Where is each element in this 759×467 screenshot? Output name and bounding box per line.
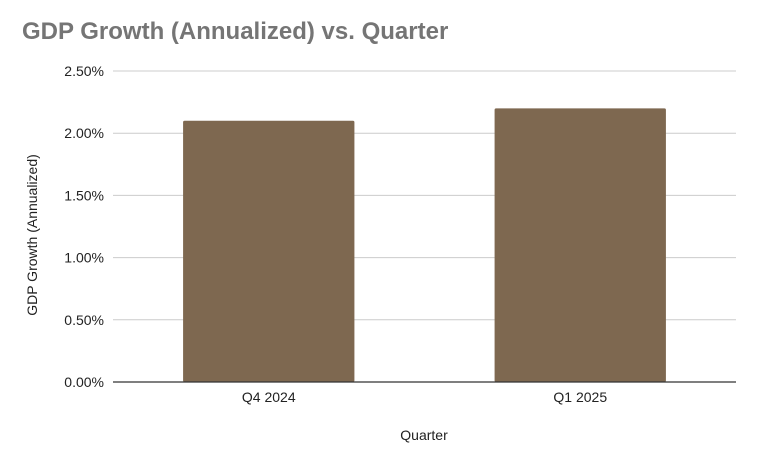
- axes: 0.00% 0.50% 1.00% 1.50% 2.00% 2.50% Q4 2024 Q1 …: [64, 63, 736, 405]
- y-tick-label: 0.50%: [64, 312, 104, 328]
- y-tick-label: 2.50%: [64, 63, 104, 79]
- y-tick-label: 2.00%: [64, 125, 104, 141]
- bars: [183, 108, 666, 382]
- y-axis-title: GDP Growth (Annualized): [24, 154, 40, 316]
- x-axis-title: Quarter: [400, 427, 448, 443]
- chart-title: GDP Growth (Annualized) vs. Quarter: [22, 18, 449, 45]
- x-tick-label: Q1 2025: [553, 389, 607, 405]
- bar: [183, 120, 355, 382]
- y-tick-label: 1.00%: [64, 250, 104, 266]
- bar: [494, 108, 666, 382]
- x-tick-label: Q4 2024: [242, 389, 296, 405]
- y-tick-label: 1.50%: [64, 187, 104, 203]
- y-tick-label: 0.00%: [64, 374, 104, 390]
